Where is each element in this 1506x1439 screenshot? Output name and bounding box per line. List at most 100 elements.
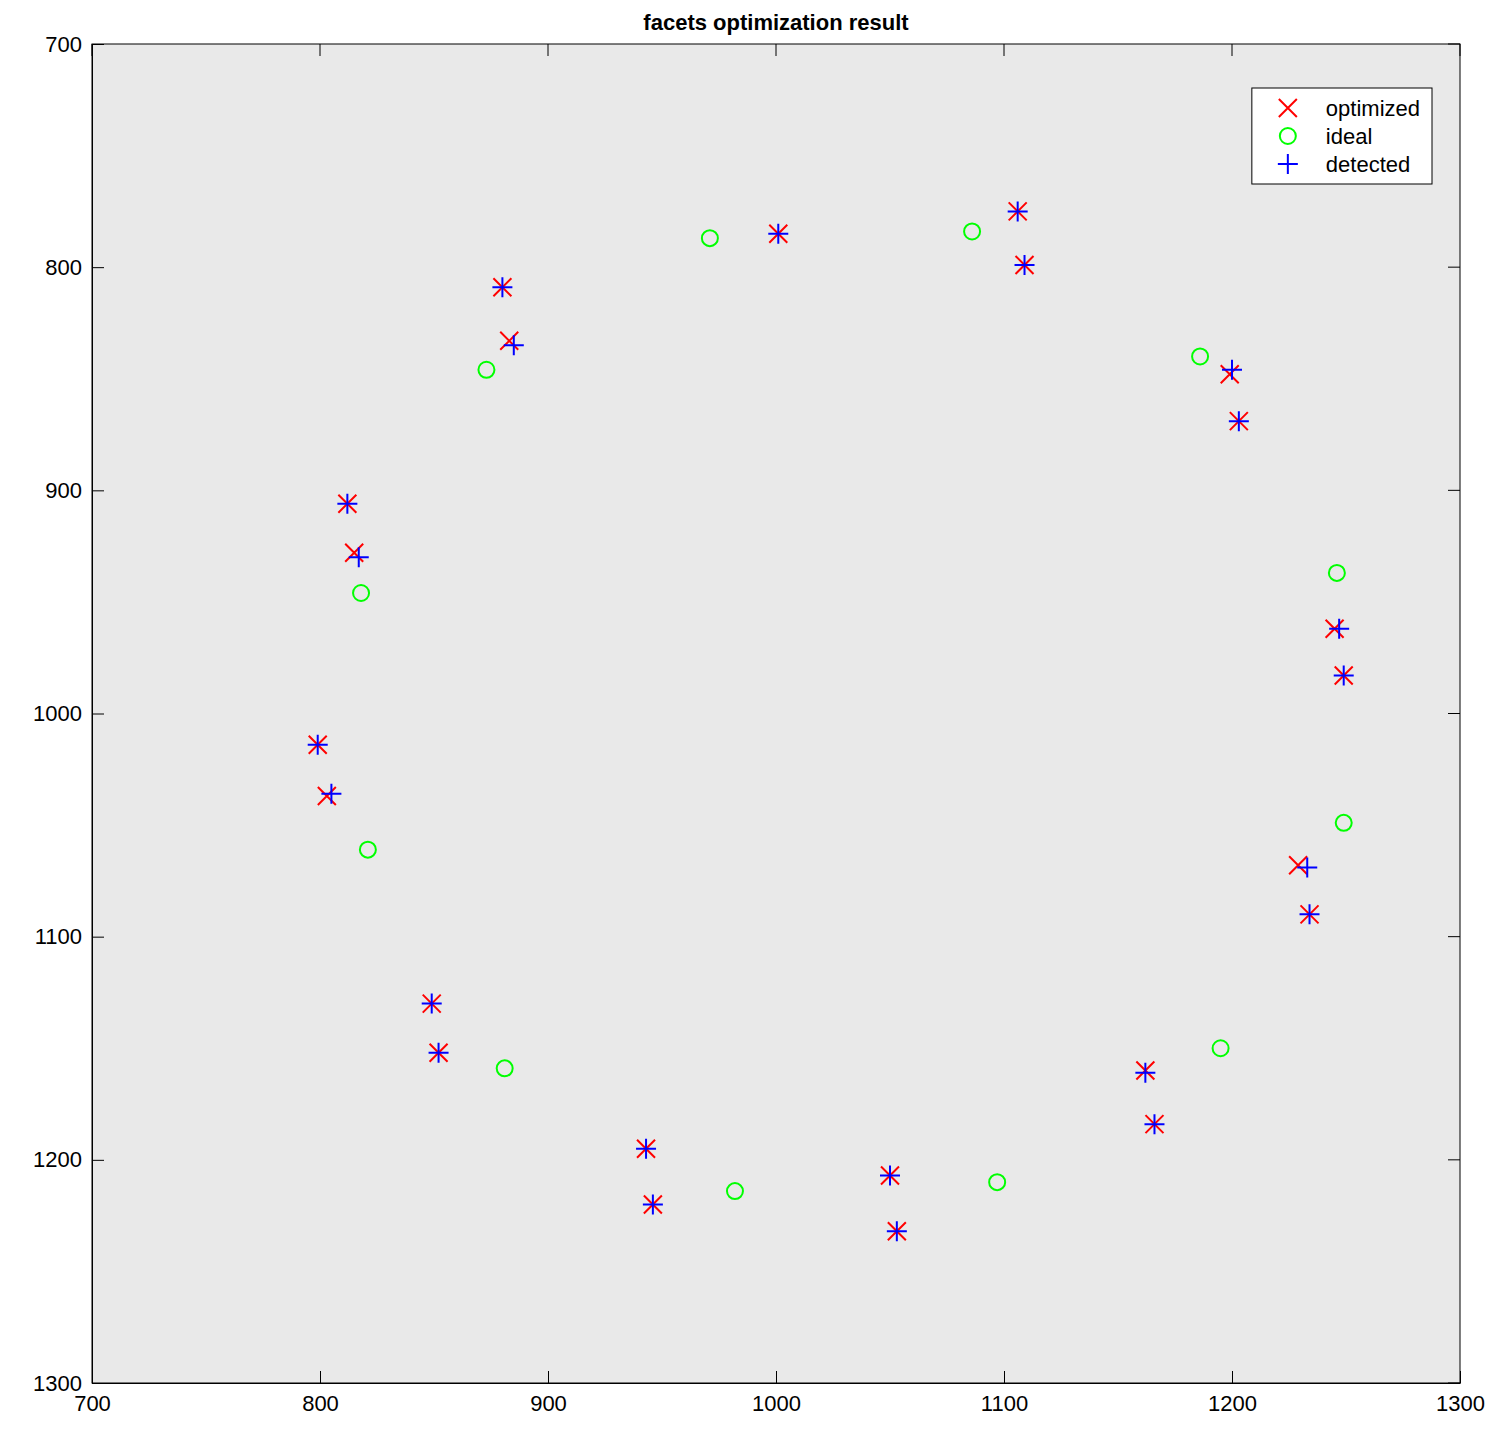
tick-label: 700 [45,32,82,57]
x-axis-tick: 1200 [1208,1371,1257,1416]
point [1008,201,1028,221]
point [636,1139,656,1159]
tick-label: 1100 [981,1391,1028,1416]
point [1144,1114,1164,1134]
point [423,995,441,1013]
tick-mark [92,44,93,56]
tick-mark [92,267,104,268]
point [1135,1063,1155,1083]
legend-box [1252,88,1432,184]
point [1009,202,1027,220]
legend-entry: optimized [1279,96,1420,121]
point [1145,1115,1163,1133]
legend-label: detected [1326,152,1410,177]
tick-mark [92,490,104,491]
tick-mark [1448,1159,1460,1160]
point [1015,255,1035,275]
x-axis-tick: 1100 [981,1371,1028,1416]
point [1334,666,1354,686]
point [989,1174,1005,1190]
point [338,495,356,513]
point [1335,667,1353,685]
tick-label: 800 [302,1391,339,1416]
y-axis-tick: 1200 [33,1147,104,1172]
legend-label: optimized [1326,96,1420,121]
point [337,494,357,514]
legend: optimized ideal detected [1252,88,1432,184]
tick-label: 1200 [1208,1391,1257,1416]
tick-mark [1448,267,1460,268]
tick-label: 1100 [35,924,82,949]
point [478,362,494,378]
point [1289,856,1307,874]
point [1213,1040,1229,1056]
point [1221,365,1239,383]
series [308,201,1354,1241]
tick-mark [92,714,104,715]
point [964,223,980,239]
point [1329,619,1349,639]
point [430,1044,448,1062]
x-axis-tick: 1000 [752,1371,801,1416]
point [318,787,336,805]
tick-label: 1000 [33,701,82,726]
points [308,201,1354,1241]
point [880,1165,900,1185]
tick-mark [1460,44,1461,56]
chart: facets optimization result 700 800 900 1000 1… [0,0,1506,1439]
point [429,1043,449,1063]
x-axis-tick: 800 [302,1371,339,1416]
series [353,223,1352,1199]
y-axis-tick: 1100 [35,924,104,949]
tick-label: 1000 [752,1391,801,1416]
point [1230,412,1248,430]
tick-mark [1448,936,1460,937]
tick-mark [320,44,321,56]
x-axis-tick: 900 [530,1371,567,1416]
point [643,1194,663,1214]
tick-label: 1300 [33,1371,82,1396]
point [349,547,369,567]
point [768,224,788,244]
tick-label: 900 [45,478,82,503]
point [1222,360,1242,380]
point [637,1140,655,1158]
tick-mark [776,44,777,56]
point [492,277,512,297]
tick-label: 1200 [33,1147,82,1172]
point [504,335,524,355]
legend-marker [1278,154,1298,174]
point [1297,857,1317,877]
point [881,1166,899,1184]
point [769,225,787,243]
point [353,585,369,601]
point [1300,904,1320,924]
point [309,736,327,754]
legend-label: ideal [1326,124,1372,149]
point [500,332,518,350]
tick-mark [548,1371,549,1383]
tick-mark [1232,1371,1233,1383]
point [1192,348,1208,364]
tick-mark [1004,44,1005,56]
tick-mark [1448,1383,1460,1384]
point [1016,256,1034,274]
tick-mark [548,44,549,56]
tick-mark [1004,1371,1005,1383]
x-axis: 7008009001000110012001300 [74,1371,1485,1416]
point [308,735,328,755]
point [1301,905,1319,923]
tick-mark [92,937,104,938]
point [422,994,442,1014]
point [1229,411,1249,431]
y-axis-tick: 900 [45,478,104,503]
plot-frame [92,44,1460,1383]
title: facets optimization result [643,10,909,35]
tick-mark [92,1160,104,1161]
point [1336,815,1352,831]
point [345,544,363,562]
point [702,230,718,246]
tick-mark [776,1371,777,1383]
frame [92,44,1460,1383]
legend-marker [1279,99,1297,117]
